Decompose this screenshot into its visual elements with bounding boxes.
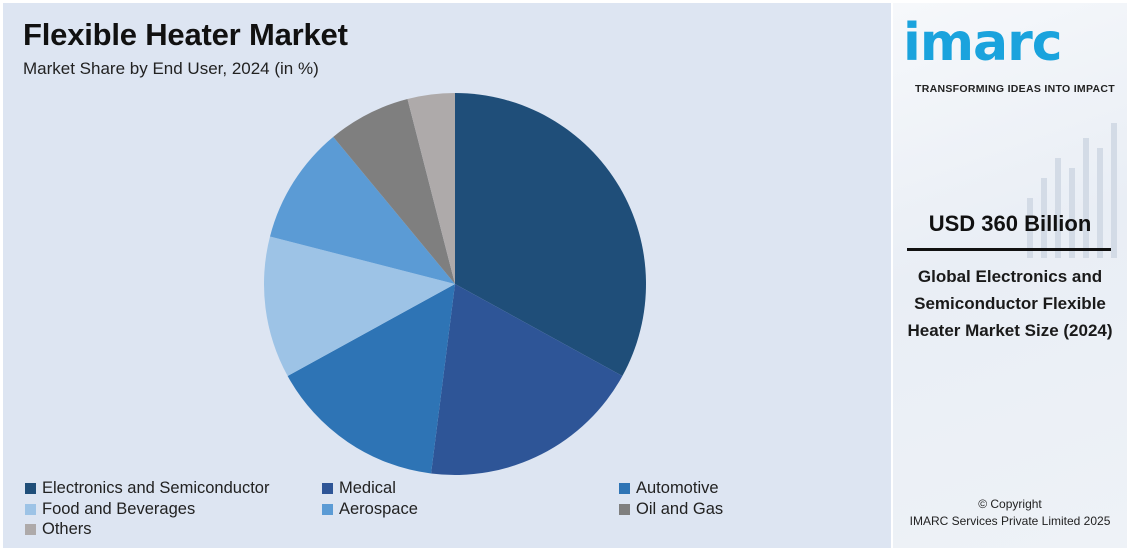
- legend-swatch: [322, 504, 333, 515]
- chart-title: Flexible Heater Market: [23, 17, 348, 52]
- copyright-line-1: © Copyright: [978, 497, 1042, 511]
- logo-tagline: TRANSFORMING IDEAS INTO IMPACT: [915, 83, 1115, 95]
- pie-slice-medical: [431, 284, 623, 475]
- copyright: © Copyright IMARC Services Private Limit…: [893, 496, 1127, 530]
- imarc-logo: imarc TRANSFORMING IDEAS INTO IMPACT: [903, 13, 1127, 95]
- pie-slice-aerospace: [270, 136, 455, 284]
- legend-swatch: [619, 504, 630, 515]
- legend-label: Oil and Gas: [636, 500, 724, 518]
- pie-slice-automotive: [287, 284, 455, 474]
- legend-item-oil-and-gas: Oil and Gas: [619, 500, 723, 519]
- legend-item-aerospace: Aerospace: [322, 500, 418, 519]
- chart-panel: Flexible Heater Market Market Share by E…: [3, 3, 891, 548]
- legend-label: Automotive: [636, 479, 719, 497]
- legend-item-automotive: Automotive: [619, 479, 719, 498]
- legend-swatch: [619, 483, 630, 494]
- pie-slice-electronics-and-semiconductor: [455, 93, 646, 377]
- legend-item-medical: Medical: [322, 479, 396, 498]
- background-chart-decoration: [1027, 123, 1117, 258]
- copyright-line-2: IMARC Services Private Limited 2025: [909, 514, 1111, 528]
- legend-swatch: [322, 483, 333, 494]
- legend-label: Aerospace: [339, 500, 418, 518]
- legend-label: Medical: [339, 479, 396, 497]
- legend-label: Electronics and Semiconductor: [42, 479, 270, 497]
- legend-swatch: [25, 524, 36, 535]
- legend-item-food-and-beverages: Food and Beverages: [25, 500, 195, 519]
- market-value: USD 360 Billion: [928, 211, 1092, 236]
- divider: [907, 248, 1111, 251]
- legend-item-electronics-and-semiconductor: Electronics and Semiconductor: [25, 479, 269, 498]
- pie-slice-food-and-beverages: [264, 236, 455, 377]
- pie-slice-oil-and-gas: [333, 99, 455, 285]
- pie-chart: [264, 93, 646, 475]
- legend-swatch: [25, 504, 36, 515]
- legend-item-others: Others: [25, 520, 92, 539]
- pie-slice-others: [407, 93, 455, 284]
- side-panel: imarc TRANSFORMING IDEAS INTO IMPACT USD…: [893, 3, 1127, 548]
- legend-label: Others: [42, 520, 92, 538]
- legend-label: Food and Beverages: [42, 500, 196, 518]
- chart-subtitle: Market Share by End User, 2024 (in %): [23, 59, 319, 78]
- logo-wordmark: imarc: [903, 13, 1063, 73]
- legend-swatch: [25, 483, 36, 494]
- market-description: Global Electronics and Semiconductor Fle…: [907, 267, 1113, 340]
